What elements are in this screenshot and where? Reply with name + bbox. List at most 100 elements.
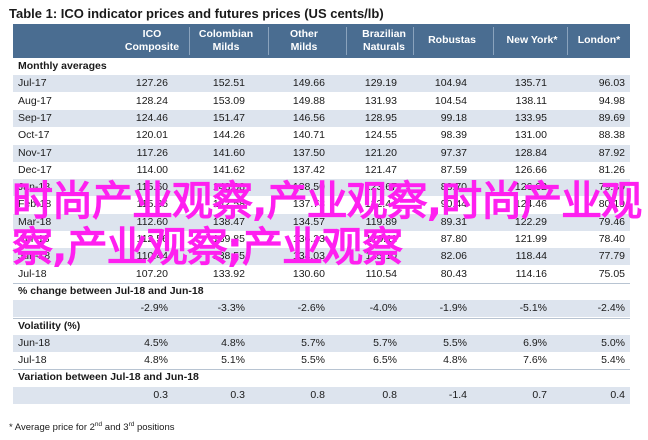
table-cell: 153.09: [212, 94, 245, 107]
table-row: Mar-18 112.60 138.47 134.57 119.89 89.31 122.2…: [13, 213, 630, 231]
header-separator: [493, 27, 494, 55]
table-row: Dec-17 114.00 141.62 137.42 121.47 87.59 126.6…: [13, 162, 630, 179]
table-cell: 133.95: [514, 111, 547, 124]
table-cell: 123.67: [364, 181, 397, 194]
column-header-label: Other Milds: [289, 27, 318, 53]
header-separator: [567, 27, 568, 55]
table-cell: 120.11: [365, 233, 397, 245]
table-cell: 5.5%: [301, 354, 325, 367]
table-cell: 119.89: [365, 215, 397, 228]
table-cell: 0.8: [310, 388, 325, 401]
table-cell: -2.6%: [297, 302, 325, 315]
table-cell: 87.80: [440, 233, 467, 245]
table-cell: 124.46: [514, 198, 547, 211]
table-title: Table 1: ICO indicator prices and future…: [9, 6, 384, 21]
table-cell: 79.80: [598, 181, 625, 194]
table-cell: 127.26: [135, 77, 168, 90]
footnote-suffix: positions: [134, 422, 175, 434]
table-cell: 6.9%: [523, 336, 547, 349]
table-cell: 137.42: [292, 163, 325, 176]
table-cell: 149.88: [292, 94, 325, 107]
table-cell: 122.44: [364, 198, 397, 211]
table-cell: 5.5%: [443, 336, 467, 349]
section-title: Volatility (%): [18, 319, 81, 332]
header-separator: [268, 27, 269, 55]
table-cell: 114.00: [136, 163, 168, 176]
table-cell: 82.06: [440, 250, 467, 263]
table-cell: 81.26: [598, 163, 625, 176]
row-label: Dec-17: [18, 163, 52, 176]
table-cell: 5.7%: [301, 336, 325, 349]
table-cell: 115.36: [136, 198, 168, 211]
row-label: Apr-18: [18, 233, 50, 245]
row-label: Feb-18: [18, 198, 52, 211]
row-label: Jan-18: [18, 181, 51, 194]
section-divider: [13, 369, 630, 370]
table-cell: 110.54: [365, 267, 397, 280]
table-cell: 112.56: [136, 233, 168, 245]
table-cell: 128.24: [135, 94, 168, 107]
column-header: ICO Composite: [118, 24, 186, 58]
table-row: Jul-17 127.26 152.51 149.66 129.19 104.94 135.…: [13, 75, 630, 93]
section-divider: [13, 318, 630, 319]
row-label: Jul-17: [18, 77, 47, 90]
table-cell: 143.08: [212, 181, 245, 194]
column-header: Other Milds: [270, 24, 338, 58]
table-cell: 128.95: [364, 111, 397, 124]
table-cell: 0.7: [532, 388, 547, 401]
table-row: Apr-18 112.56 139.85 136.23 120.11 87.80 121.9…: [13, 231, 630, 248]
footnote-mid: and 3: [102, 422, 129, 434]
table-cell: 121.99: [514, 233, 547, 245]
row-label: Jul-18: [18, 354, 47, 367]
column-header: Brazilian Naturals: [348, 24, 420, 58]
table-header: ICO Composite Colombian Milds Other Milds Braz…: [13, 24, 630, 58]
column-header: Robustas: [415, 24, 489, 58]
table-cell: 141.60: [212, 146, 245, 159]
table-cell: 131.00: [514, 129, 547, 142]
table-cell: -3.3%: [217, 302, 245, 315]
row-label: Jun-18: [18, 336, 51, 349]
table-cell: 114.16: [515, 267, 547, 280]
row-label: Sep-17: [18, 111, 52, 124]
table-cell: 4.8%: [144, 354, 168, 367]
table-cell: 5.0%: [601, 336, 625, 349]
table-cell: 130.60: [292, 267, 325, 280]
section-percent-change: % change between Jul-18 and Jun-18: [13, 283, 630, 300]
table-cell: 104.54: [434, 94, 467, 107]
table-cell: 96.03: [598, 77, 625, 90]
table-cell: 80.19: [598, 198, 625, 211]
table-cell: 133.92: [212, 267, 245, 280]
table-cell: -5.1%: [519, 302, 547, 315]
table-cell: 75.05: [598, 267, 625, 280]
section-title: Variation between Jul-18 and Jun-18: [18, 371, 199, 384]
table-cell: 99.18: [440, 111, 467, 124]
footnote-sup-rd: rd: [128, 421, 135, 428]
table-cell: 89.69: [598, 111, 625, 124]
table-cell: 131.93: [364, 94, 397, 107]
table-cell: 94.98: [598, 94, 625, 107]
table-cell: 4.8%: [221, 336, 245, 349]
table-cell: 126.66: [514, 163, 547, 176]
table-cell: 121.20: [364, 146, 397, 159]
table-cell: 4.8%: [443, 354, 467, 367]
table-cell: 0.4: [610, 388, 625, 401]
price-table: ICO Composite Colombian Milds Other Milds Braz…: [13, 24, 630, 418]
table-cell: 129.19: [364, 77, 397, 90]
table-cell: 0.8: [382, 388, 397, 401]
header-separator: [413, 27, 414, 55]
column-header: New York*: [495, 24, 569, 58]
table-cell: 115.60: [136, 181, 168, 194]
section-title: % change between Jul-18 and Jun-18: [18, 284, 204, 297]
table-cell: 88.70: [440, 181, 467, 194]
table-row: 0.3 0.3 0.8 0.8 -1.4 0.7 0.4: [13, 386, 630, 404]
header-separator: [346, 27, 347, 55]
table-cell: 87.92: [598, 146, 625, 159]
table-cell: 98.39: [440, 129, 467, 142]
table-row: Jul-18 4.8% 5.1% 5.5% 6.5% 4.8% 7.6% 5.4%: [13, 352, 630, 369]
table-cell: 135.71: [514, 77, 547, 90]
table-row: Aug-17 128.24 153.09 149.88 131.93 104.54 138.…: [13, 93, 630, 110]
row-label: Jul-18: [18, 267, 47, 280]
table-cell: 121.47: [364, 163, 397, 176]
table-row: Jan-18 115.60 143.08 138.50 123.67 88.70 126.6…: [13, 179, 630, 197]
table-cell: 112.60: [136, 215, 168, 228]
